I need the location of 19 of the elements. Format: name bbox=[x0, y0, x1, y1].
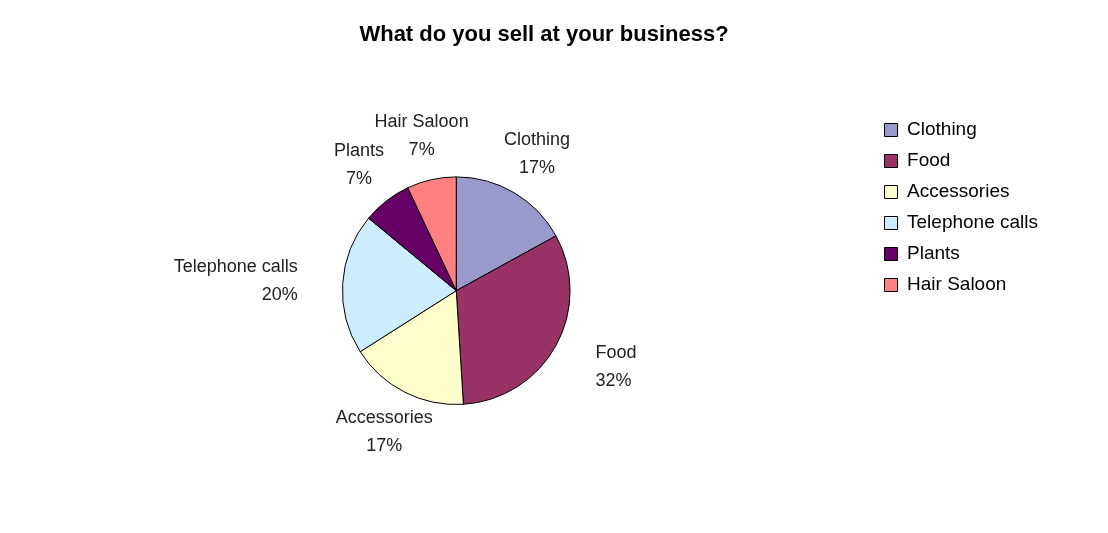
legend-label: Food bbox=[907, 149, 951, 171]
legend-label: Telephone calls bbox=[907, 211, 1039, 233]
data-label: 7% bbox=[408, 138, 435, 159]
slice-label: Plants bbox=[333, 140, 384, 161]
slice-label: Clothing bbox=[504, 128, 571, 149]
slice-label: Telephone calls bbox=[173, 255, 298, 276]
slice-label: Accessories bbox=[335, 407, 433, 428]
legend-label: Hair Saloon bbox=[907, 273, 1007, 295]
data-label: 32% bbox=[595, 370, 632, 391]
data-label: 7% bbox=[345, 168, 372, 189]
data-label: 17% bbox=[519, 156, 556, 177]
legend-label: Clothing bbox=[907, 118, 977, 140]
legend-label: Plants bbox=[907, 242, 960, 264]
legend-label: Accessories bbox=[907, 180, 1010, 202]
slice-label: Hair Saloon bbox=[374, 110, 469, 131]
slice-label: Food bbox=[595, 342, 637, 363]
chart-title: What do you sell at your business? bbox=[359, 21, 729, 47]
data-label: 20% bbox=[261, 283, 298, 304]
data-label: 17% bbox=[366, 435, 403, 456]
